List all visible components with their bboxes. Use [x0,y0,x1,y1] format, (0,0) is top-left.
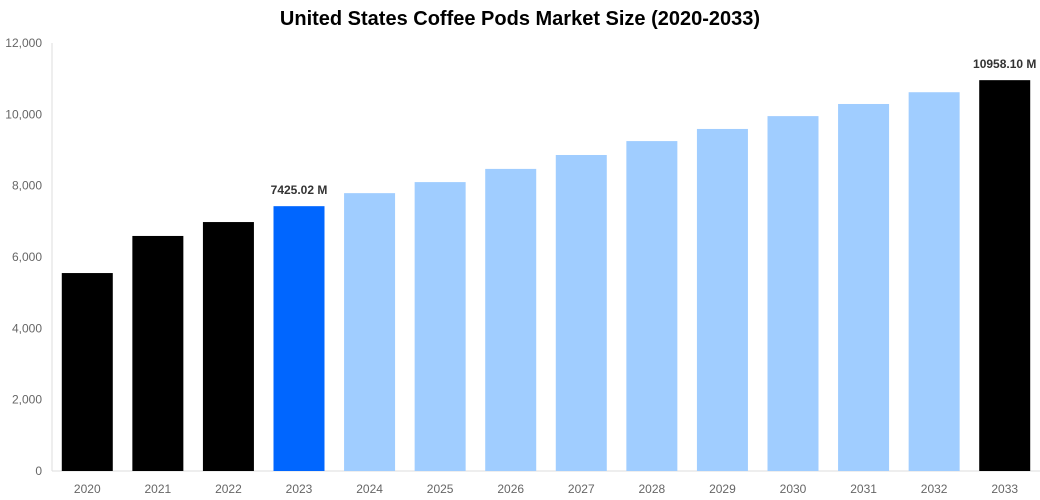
y-tick-label: 2,000 [12,393,42,407]
bar-2022 [202,222,254,471]
y-tick-label: 0 [35,464,42,478]
x-tick-label: 2025 [427,482,454,496]
y-tick-label: 6,000 [12,250,42,264]
bar-2030 [767,116,819,471]
bar-2028 [626,141,678,472]
bar-2021 [132,235,184,471]
x-tick-label: 2020 [74,482,101,496]
bar-2033 [979,80,1031,471]
bar-2024 [344,193,396,471]
chart-title: United States Coffee Pods Market Size (2… [279,8,761,30]
x-tick-label: 2032 [921,482,948,496]
y-tick-label: 8,000 [12,179,42,193]
x-tick-label: 2027 [568,482,595,496]
bar-2023 [273,206,325,471]
x-tick-label: 2028 [639,482,666,496]
y-tick-label: 4,000 [12,321,42,335]
x-tick-label: 2031 [850,482,877,496]
x-tick-label: 2021 [145,482,172,496]
bar-2020 [61,273,113,471]
x-tick-label: 2023 [286,482,313,496]
data-label: 7425.02 M [271,183,328,197]
x-tick-label: 2033 [991,482,1018,496]
x-tick-label: 2029 [709,482,736,496]
x-tick-label: 2024 [356,482,383,496]
bar-2025 [414,182,466,471]
bar-2031 [838,103,890,472]
x-tick-label: 2022 [215,482,242,496]
y-tick-label: 10,000 [5,107,42,121]
bar-2029 [696,128,748,471]
data-label: 10958.10 M [973,57,1036,71]
y-tick-label: 12,000 [5,36,42,50]
bar-2026 [485,168,537,472]
bar-2032 [908,92,960,471]
x-tick-label: 2030 [780,482,807,496]
x-tick-label: 2026 [497,482,524,496]
bar-2027 [555,154,607,471]
